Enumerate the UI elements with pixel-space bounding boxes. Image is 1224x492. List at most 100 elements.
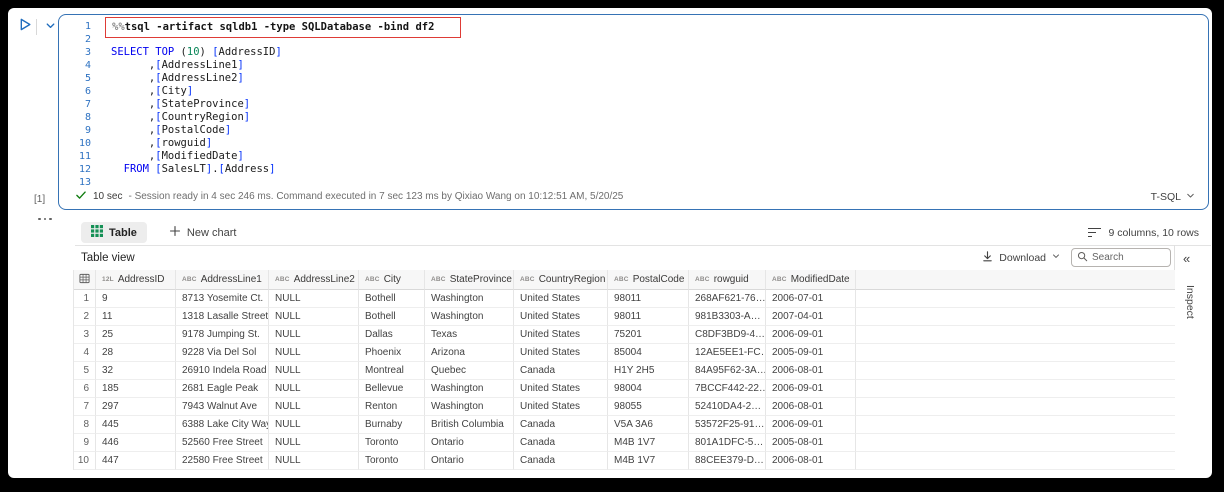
table-cell[interactable]: 53572F25-91…	[689, 416, 766, 434]
table-cell[interactable]: 12AE5EE1-FC…	[689, 344, 766, 362]
table-cell[interactable]: United States	[514, 344, 608, 362]
code-line[interactable]: 12 FROM [SalesLT].[Address]	[59, 163, 1208, 176]
run-cell-button[interactable]	[14, 17, 34, 37]
column-header[interactable]: ABC CountryRegion	[514, 270, 608, 290]
table-cell[interactable]: Phoenix	[359, 344, 425, 362]
table-cell[interactable]: 7BCCF442-22…	[689, 380, 766, 398]
code-line[interactable]: 4 ,[AddressLine1]	[59, 59, 1208, 72]
row-number-cell[interactable]: 7	[74, 398, 96, 416]
table-cell[interactable]: 445	[96, 416, 176, 434]
table-cell[interactable]: H1Y 2H5	[608, 362, 689, 380]
table-cell[interactable]: 8713 Yosemite Ct.	[176, 290, 269, 308]
table-cell[interactable]: Quebec	[425, 362, 514, 380]
table-cell[interactable]: 2006-08-01	[766, 452, 856, 470]
table-cell[interactable]: 98011	[608, 290, 689, 308]
column-header[interactable]: ABC AddressLine2	[269, 270, 359, 290]
table-cell[interactable]: 75201	[608, 326, 689, 344]
table-cell[interactable]: 88CEE379-D…	[689, 452, 766, 470]
run-options-button[interactable]	[42, 20, 58, 36]
row-number-cell[interactable]: 5	[74, 362, 96, 380]
code-line[interactable]: 10 ,[rowguid]	[59, 137, 1208, 150]
grid-corner-cell[interactable]	[74, 270, 96, 290]
table-cell[interactable]: 2006-09-01	[766, 326, 856, 344]
table-cell[interactable]: 297	[96, 398, 176, 416]
column-header[interactable]: ABC StateProvince	[425, 270, 514, 290]
code-line[interactable]: 5 ,[AddressLine2]	[59, 72, 1208, 85]
table-cell[interactable]: 2006-08-01	[766, 398, 856, 416]
table-cell[interactable]: 2007-04-01	[766, 308, 856, 326]
table-cell[interactable]: United States	[514, 290, 608, 308]
table-cell[interactable]: M4B 1V7	[608, 452, 689, 470]
column-header[interactable]: ABC City	[359, 270, 425, 290]
column-header[interactable]: 12L AddressID	[96, 270, 176, 290]
code-line[interactable]: 2	[59, 33, 1208, 46]
table-cell[interactable]: V5A 3A6	[608, 416, 689, 434]
table-cell[interactable]: 11	[96, 308, 176, 326]
code-line[interactable]: 11 ,[ModifiedDate]	[59, 150, 1208, 163]
table-cell[interactable]: 22580 Free Street	[176, 452, 269, 470]
table-cell[interactable]: 2006-09-01	[766, 380, 856, 398]
table-cell[interactable]: Arizona	[425, 344, 514, 362]
column-header[interactable]: ABC AddressLine1	[176, 270, 269, 290]
table-cell[interactable]: 9228 Via Del Sol	[176, 344, 269, 362]
search-box[interactable]	[1071, 248, 1171, 267]
table-cell[interactable]: United States	[514, 380, 608, 398]
table-cell[interactable]: Washington	[425, 398, 514, 416]
collapse-panel-icon[interactable]: «	[1183, 251, 1191, 266]
row-number-cell[interactable]: 9	[74, 434, 96, 452]
filter-icon[interactable]	[1087, 228, 1101, 237]
language-selector[interactable]: T-SQL	[1151, 190, 1196, 204]
code-line[interactable]: 1 %%tsql -artifact sqldb1 -type SQLDataba…	[59, 17, 1208, 38]
table-cell[interactable]: Toronto	[359, 434, 425, 452]
table-cell[interactable]: 2681 Eagle Peak	[176, 380, 269, 398]
code-line[interactable]: 7 ,[StateProvince]	[59, 98, 1208, 111]
table-cell[interactable]: Bothell	[359, 290, 425, 308]
row-number-cell[interactable]: 1	[74, 290, 96, 308]
table-cell[interactable]: NULL	[269, 416, 359, 434]
table-cell[interactable]: United States	[514, 326, 608, 344]
row-number-cell[interactable]: 2	[74, 308, 96, 326]
table-cell[interactable]: 52560 Free Street	[176, 434, 269, 452]
table-cell[interactable]: Bothell	[359, 308, 425, 326]
code-line[interactable]: 9 ,[PostalCode]	[59, 124, 1208, 137]
table-cell[interactable]: Ontario	[425, 434, 514, 452]
table-cell[interactable]: 9178 Jumping St.	[176, 326, 269, 344]
table-cell[interactable]: NULL	[269, 380, 359, 398]
table-cell[interactable]: 98011	[608, 308, 689, 326]
table-cell[interactable]: Toronto	[359, 452, 425, 470]
table-cell[interactable]: 52410DA4-2…	[689, 398, 766, 416]
table-cell[interactable]: 7943 Walnut Ave	[176, 398, 269, 416]
table-cell[interactable]: NULL	[269, 362, 359, 380]
table-cell[interactable]: Montreal	[359, 362, 425, 380]
table-cell[interactable]: NULL	[269, 290, 359, 308]
table-cell[interactable]: NULL	[269, 452, 359, 470]
column-header[interactable]: ABC ModifiedDate	[766, 270, 856, 290]
code-line[interactable]: 8 ,[CountryRegion]	[59, 111, 1208, 124]
table-cell[interactable]: Bellevue	[359, 380, 425, 398]
table-cell[interactable]: 268AF621-76…	[689, 290, 766, 308]
table-cell[interactable]: 2005-09-01	[766, 344, 856, 362]
table-cell[interactable]: Washington	[425, 308, 514, 326]
download-button[interactable]: Download	[981, 250, 1061, 266]
table-cell[interactable]: 185	[96, 380, 176, 398]
table-cell[interactable]: 801A1DFC-5…	[689, 434, 766, 452]
table-cell[interactable]: Renton	[359, 398, 425, 416]
table-cell[interactable]: 26910 Indela Road	[176, 362, 269, 380]
column-header[interactable]: ABC rowguid	[689, 270, 766, 290]
cell-more-actions-button[interactable]	[38, 215, 52, 223]
row-number-cell[interactable]: 3	[74, 326, 96, 344]
table-cell[interactable]: Canada	[514, 362, 608, 380]
table-cell[interactable]: 2006-08-01	[766, 362, 856, 380]
table-cell[interactable]: British Columbia	[425, 416, 514, 434]
table-cell[interactable]: 447	[96, 452, 176, 470]
table-cell[interactable]: Canada	[514, 452, 608, 470]
table-cell[interactable]: Washington	[425, 380, 514, 398]
table-cell[interactable]: Burnaby	[359, 416, 425, 434]
table-cell[interactable]: Texas	[425, 326, 514, 344]
table-cell[interactable]: Dallas	[359, 326, 425, 344]
table-cell[interactable]: 25	[96, 326, 176, 344]
table-cell[interactable]: 28	[96, 344, 176, 362]
row-number-cell[interactable]: 10	[74, 452, 96, 470]
table-cell[interactable]: 32	[96, 362, 176, 380]
column-header[interactable]: ABC PostalCode	[608, 270, 689, 290]
